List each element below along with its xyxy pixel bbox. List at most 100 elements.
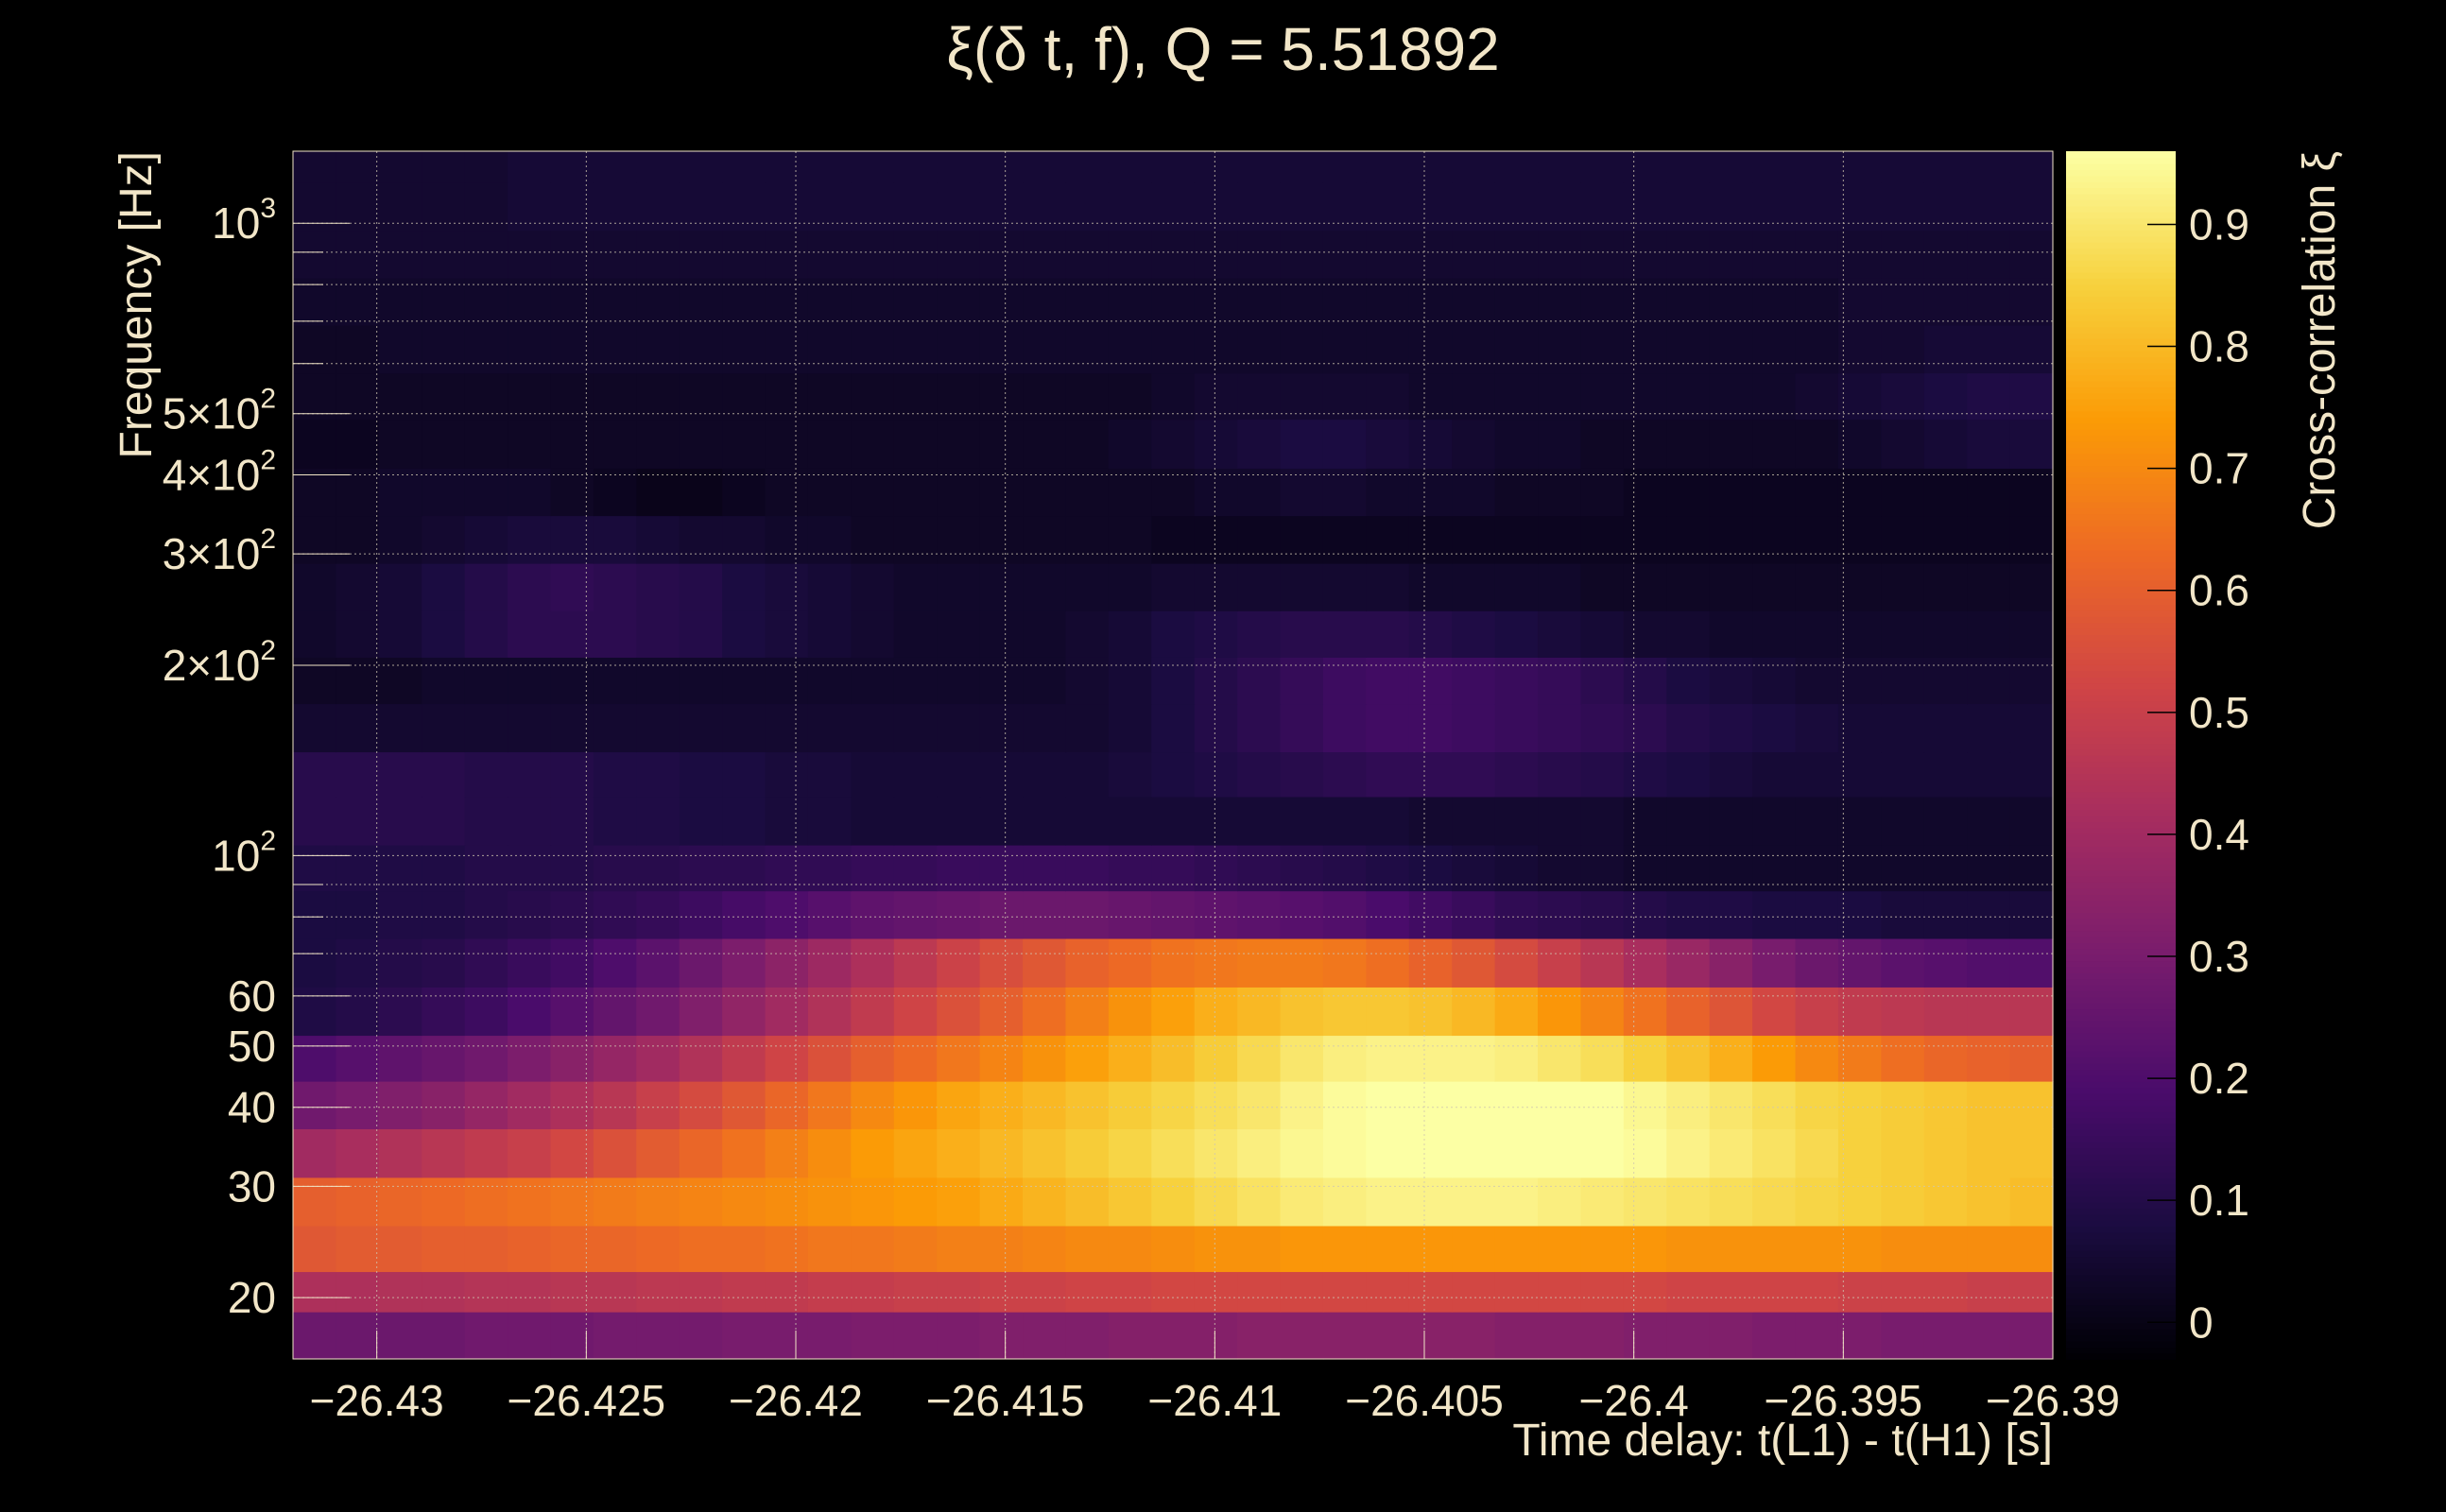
heatmap-cell xyxy=(1408,845,1453,892)
heatmap-cell xyxy=(679,1271,723,1313)
heatmap-cell xyxy=(1666,796,1711,846)
heatmap-cell xyxy=(851,182,895,232)
heatmap-cell xyxy=(722,325,767,374)
heatmap-cell xyxy=(1065,230,1110,279)
heatmap-cell xyxy=(1666,151,1711,183)
colorbar-segment xyxy=(2066,966,2176,973)
heatmap-cell xyxy=(1194,277,1238,326)
heatmap-cell xyxy=(593,796,637,846)
colorbar-segment xyxy=(2066,537,2176,545)
heatmap-cell xyxy=(851,151,895,183)
y-tick-label: 20 xyxy=(228,1273,276,1322)
heatmap-cell xyxy=(1194,751,1238,798)
colorbar-segment xyxy=(2066,1292,2176,1299)
heatmap-cell xyxy=(1795,1177,1839,1227)
colorbar-segment xyxy=(2066,797,2176,804)
heatmap-cell xyxy=(807,277,852,326)
heatmap-cell xyxy=(1538,987,1582,1037)
heatmap-cell xyxy=(1580,751,1625,798)
heatmap-cell xyxy=(851,277,895,326)
heatmap-cell xyxy=(1108,1177,1152,1227)
colorbar-segment xyxy=(2066,718,2176,726)
heatmap-cell xyxy=(1065,937,1110,988)
heatmap-cell xyxy=(1494,325,1539,374)
heatmap-cell xyxy=(464,1312,508,1360)
heatmap-cell xyxy=(1151,468,1196,517)
colorbar-segment xyxy=(2066,1340,2176,1349)
heatmap-cell xyxy=(550,1312,594,1360)
heatmap-cell xyxy=(1194,230,1238,279)
heatmap-cell xyxy=(851,1271,895,1313)
heatmap-cell xyxy=(593,1081,637,1129)
heatmap-cell xyxy=(1194,151,1238,183)
heatmap-cell xyxy=(1752,419,1797,469)
heatmap-cell xyxy=(1837,419,1882,469)
heatmap-cell xyxy=(1623,372,1667,421)
heatmap-cell xyxy=(679,325,723,374)
heatmap-cell xyxy=(1538,230,1582,279)
colorbar-segment xyxy=(2066,839,2176,847)
heatmap-cell xyxy=(1967,845,2011,892)
heatmap-cell xyxy=(422,657,466,705)
heatmap-cell xyxy=(1923,468,1968,517)
colorbar-segment xyxy=(2066,392,2176,400)
heatmap-cell xyxy=(1065,151,1110,183)
heatmap-cell xyxy=(1881,151,1925,183)
heatmap-cell xyxy=(1108,1128,1152,1178)
heatmap-cell xyxy=(1280,1035,1324,1082)
heatmap-cell xyxy=(1322,515,1367,564)
heatmap-cell xyxy=(1837,1271,1882,1313)
heatmap-cell xyxy=(1837,182,1882,232)
heatmap-cell xyxy=(1923,563,1968,611)
heatmap-cell xyxy=(636,563,680,611)
colorbar-segment xyxy=(2066,695,2176,702)
heatmap-cell xyxy=(422,1177,466,1227)
heatmap-cell xyxy=(1065,277,1110,326)
colorbar-segment xyxy=(2066,1002,2176,1010)
heatmap-cell xyxy=(893,703,938,753)
heatmap-cell xyxy=(1967,987,2011,1037)
heatmap-cell xyxy=(593,890,637,939)
heatmap-cell xyxy=(1194,1312,1238,1360)
heatmap-cell xyxy=(1580,277,1625,326)
colorbar-tick-label: 0.5 xyxy=(2189,688,2249,737)
heatmap-cell xyxy=(1538,1225,1582,1273)
heatmap-cell xyxy=(1967,1225,2011,1273)
heatmap-cell xyxy=(893,277,938,326)
heatmap-cell xyxy=(1923,1271,1968,1313)
colorbar-segment xyxy=(2066,1153,2176,1160)
heatmap-cell xyxy=(1280,751,1324,798)
heatmap-cell xyxy=(593,987,637,1037)
heatmap-cell xyxy=(1666,610,1711,658)
heatmap-cell xyxy=(1237,1225,1282,1273)
heatmap-cell xyxy=(1538,1035,1582,1082)
heatmap-cell xyxy=(1108,372,1152,421)
heatmap-cell xyxy=(293,751,337,798)
heatmap-cell xyxy=(636,277,680,326)
heatmap-cell xyxy=(1881,890,1925,939)
heatmap-cell xyxy=(937,890,981,939)
heatmap-cell xyxy=(1538,703,1582,753)
heatmap-cell xyxy=(1494,372,1539,421)
heatmap-cell xyxy=(979,151,1024,183)
heatmap-cell xyxy=(1967,1177,2011,1227)
heatmap-cell xyxy=(1322,751,1367,798)
heatmap-cell xyxy=(722,419,767,469)
colorbar-segment xyxy=(2066,531,2176,539)
heatmap-cell xyxy=(2009,515,2054,564)
heatmap-cell xyxy=(1623,751,1667,798)
heatmap-cell xyxy=(1752,610,1797,658)
heatmap-cell xyxy=(508,325,552,374)
heatmap-cell xyxy=(1709,151,1753,183)
heatmap-cell xyxy=(1366,751,1410,798)
heatmap-cell xyxy=(979,419,1024,469)
heatmap-cell xyxy=(1237,230,1282,279)
colorbar-segment xyxy=(2066,923,2176,932)
heatmap-cell xyxy=(1194,515,1238,564)
heatmap-cell xyxy=(1366,277,1410,326)
heatmap-cell xyxy=(1623,987,1667,1037)
colorbar-segment xyxy=(2066,936,2176,943)
heatmap-cell xyxy=(1366,182,1410,232)
heatmap-cell xyxy=(1580,563,1625,611)
heatmap-cell xyxy=(1967,1271,2011,1313)
